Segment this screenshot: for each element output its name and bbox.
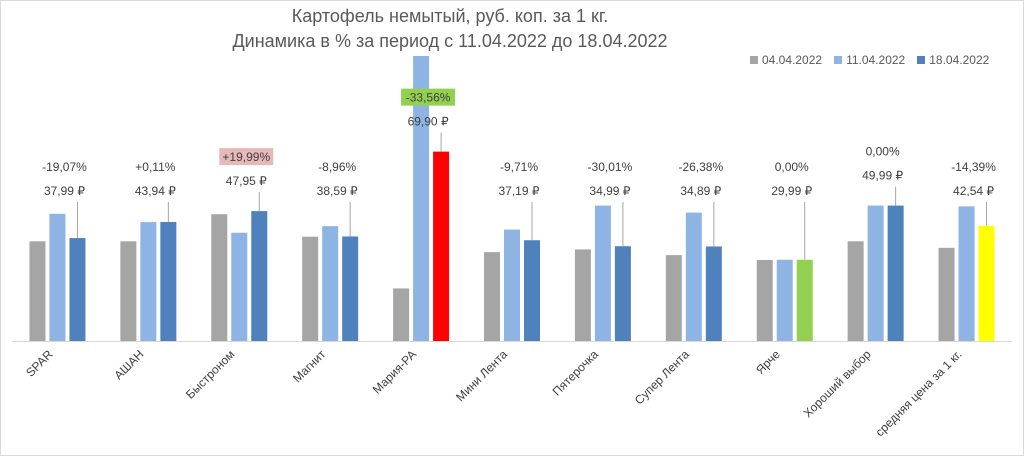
change-badge-3 xyxy=(219,148,274,166)
price-label-1: 37,99 ₽ xyxy=(44,184,85,198)
change-label-4: -8,96% xyxy=(318,160,356,174)
price-label-7: 34,99 ₽ xyxy=(589,184,630,198)
bar-2-2 xyxy=(140,222,157,341)
bar-3-8 xyxy=(705,246,722,341)
change-label-8: -26,38% xyxy=(678,160,723,174)
change-label-2: +0,11% xyxy=(135,160,175,174)
bar-2-7 xyxy=(594,205,611,341)
x-tick-label-8: Супер Лента xyxy=(632,347,692,407)
price-label-5: 69,90 ₽ xyxy=(408,115,449,129)
change-label-1: -19,07% xyxy=(42,160,87,174)
bar-3-11 xyxy=(978,225,995,341)
price-label-8: 34,89 ₽ xyxy=(680,184,721,198)
bar-1-2 xyxy=(120,241,137,341)
bar-2-9 xyxy=(776,259,793,341)
legend-item-series-1: 11.04.2022 xyxy=(834,53,905,67)
change-label-11: -14,39% xyxy=(951,160,996,174)
bar-3-7 xyxy=(614,246,631,341)
bar-3-6 xyxy=(524,240,540,341)
bar-3-1 xyxy=(69,238,86,341)
change-label-6: -9,71% xyxy=(500,160,538,174)
bar-2-10 xyxy=(867,205,884,341)
x-tick-label-7: Пятерочка xyxy=(550,347,602,399)
x-tick-label-9: Ярче xyxy=(753,347,783,377)
x-tick-label-10: Хороший выбор xyxy=(801,347,874,420)
bar-2-1 xyxy=(49,213,66,341)
bar-2-4 xyxy=(322,226,339,341)
legend-item-series-2: 18.04.2022 xyxy=(917,53,989,67)
price-label-9: 29,99 ₽ xyxy=(771,184,812,198)
change-label-7: -30,01% xyxy=(588,160,633,174)
bar-2-8 xyxy=(685,212,702,341)
x-tick-label-1: SPAR xyxy=(23,347,56,380)
bar-1-1 xyxy=(29,241,46,341)
price-label-3: 47,95 ₽ xyxy=(226,174,267,188)
chart-subtitle: Динамика в % за период с 11.04.2022 до 1… xyxy=(232,31,668,51)
price-label-4: 38,59 ₽ xyxy=(317,184,358,198)
chart-title: Картофель немытый, руб. коп. за 1 кг. xyxy=(291,6,609,26)
change-label-10: 0,00% xyxy=(866,145,900,159)
price-label-2: 43,94 ₽ xyxy=(135,184,176,198)
change-label-9: 0,00% xyxy=(775,160,809,174)
x-tick-label-5: Мария-РА xyxy=(370,347,419,396)
price-label-6: 37,19 ₽ xyxy=(499,184,540,198)
x-tick-label-3: Быстроном xyxy=(183,347,237,401)
price-label-10: 49,99 ₽ xyxy=(862,169,903,183)
legend: 04.04.2022 11.04.2022 18.04.2022 xyxy=(750,52,989,68)
x-tick-label-11: средняя цена за 1 кг. xyxy=(873,347,965,439)
change-label-3: +19,99% xyxy=(222,150,270,164)
bar-1-6 xyxy=(484,252,500,341)
bar-3-4 xyxy=(342,236,359,341)
legend-item-series-0: 04.04.2022 xyxy=(750,53,822,67)
bar-3-9 xyxy=(796,259,813,341)
bar-3-3 xyxy=(251,211,268,341)
change-badge-5 xyxy=(401,88,456,106)
legend-swatch-series-2 xyxy=(917,56,926,64)
bar-3-10 xyxy=(887,205,904,341)
bar-1-5 xyxy=(393,288,410,341)
bar-1-8 xyxy=(665,255,682,341)
bar-1-3 xyxy=(211,214,228,341)
legend-label-series-2: 18.04.2022 xyxy=(929,53,990,67)
legend-label-series-1: 11.04.2022 xyxy=(846,53,906,67)
bar-1-11 xyxy=(938,247,955,341)
bar-3-2 xyxy=(160,221,177,341)
price-label-11: 42,54 ₽ xyxy=(953,184,994,198)
bar-1-4 xyxy=(302,236,319,341)
bar-1-9 xyxy=(756,259,773,341)
x-tick-label-2: АШАН xyxy=(111,347,146,382)
legend-label-series-0: 04.04.2022 xyxy=(762,53,823,67)
x-tick-label-6: Мини Лента xyxy=(453,347,510,404)
bar-2-5 xyxy=(413,56,430,341)
legend-swatch-series-1 xyxy=(834,56,843,64)
bar-3-5 xyxy=(433,151,450,341)
change-label-5: -33,56% xyxy=(406,91,451,105)
bar-2-11 xyxy=(958,206,975,341)
bar-1-10 xyxy=(847,241,864,341)
bar-1-7 xyxy=(574,249,591,341)
bar-2-3 xyxy=(231,232,248,341)
legend-swatch-series-0 xyxy=(750,56,758,64)
bar-2-6 xyxy=(504,229,520,341)
x-tick-label-4: Магнит xyxy=(290,347,329,386)
